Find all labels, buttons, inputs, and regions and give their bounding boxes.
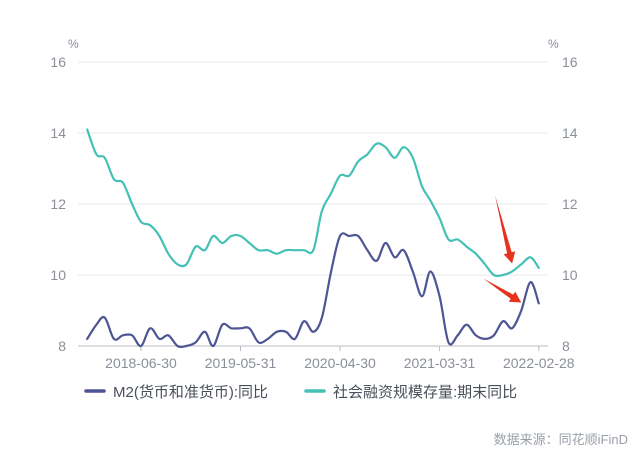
y-unit-right: % bbox=[548, 37, 559, 51]
legend: M2(货币和准货币):同比 社会融资规模存量:期末同比 bbox=[84, 384, 517, 401]
legend-label: M2(货币和准货币):同比 bbox=[113, 384, 268, 401]
data-source-note: 数据来源：同花顺iFinD bbox=[494, 432, 628, 447]
red-arrow-annotation bbox=[483, 278, 522, 303]
y-unit-left: % bbox=[68, 37, 79, 51]
y-tick-label-left: 14 bbox=[50, 125, 66, 141]
series-lines bbox=[86, 128, 540, 349]
y-tick-label-left: 10 bbox=[50, 267, 66, 283]
red-arrow-annotation bbox=[495, 195, 516, 264]
annotations bbox=[483, 195, 522, 303]
gridlines bbox=[78, 61, 548, 276]
y-tick-label-right: 10 bbox=[562, 267, 578, 283]
x-tick-label: 2019-05-31 bbox=[205, 355, 277, 371]
legend-item-social-financing: 社会融资规模存量:期末同比 bbox=[304, 384, 517, 401]
m2-yoy-line bbox=[86, 232, 540, 349]
legend-item-m2: M2(货币和准货币):同比 bbox=[84, 384, 268, 401]
arrow-shape bbox=[483, 278, 522, 303]
y-tick-label-left: 12 bbox=[50, 196, 66, 212]
y-tick-label-left: 8 bbox=[58, 338, 66, 354]
y-tick-label-right: 16 bbox=[562, 54, 578, 70]
axes: 8 8 10 10 12 12 14 14 16 16% % 2018-06-30 2019-05-31… bbox=[50, 37, 577, 371]
y-tick-label-right: 14 bbox=[562, 125, 578, 141]
y-tick-label-right: 12 bbox=[562, 196, 578, 212]
x-tick-label: 2021-03-31 bbox=[404, 355, 476, 371]
legend-label: 社会融资规模存量:期末同比 bbox=[333, 384, 517, 401]
y-tick-label-left: 16 bbox=[50, 54, 66, 70]
x-tick-label: 2018-06-30 bbox=[105, 355, 177, 371]
y-tick-label-right: 8 bbox=[562, 338, 570, 354]
x-tick-label: 2022-02-28 bbox=[503, 355, 575, 371]
social-financing-yoy-line bbox=[86, 128, 540, 278]
x-tick-label: 2020-04-30 bbox=[304, 355, 376, 371]
arrow-shape bbox=[495, 195, 516, 264]
